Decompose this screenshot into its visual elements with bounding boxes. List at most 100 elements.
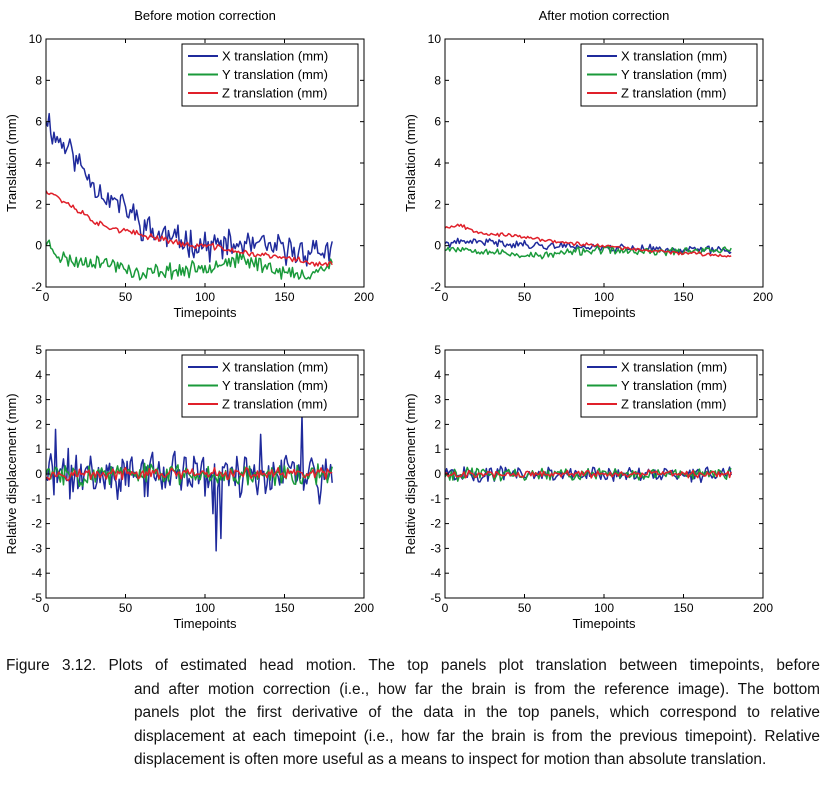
x-axis-label: Timepoints: [173, 616, 237, 631]
y-tick-label: -5: [430, 591, 441, 605]
y-tick-label: 4: [434, 368, 441, 382]
legend-label: Z translation (mm): [621, 397, 726, 412]
legend-label: X translation (mm): [621, 49, 727, 64]
y-tick-label: 8: [434, 73, 441, 87]
x-tick-label: 200: [354, 601, 374, 615]
chart-panel-4: 0 50 100 150 200 -5 -4 -3 -2 -1 0 1 2 3 4 5 Timepoints Re…: [403, 343, 773, 631]
y-tick-label: -5: [31, 591, 42, 605]
caption-line: and after motion correction (i.e., how f…: [134, 680, 820, 698]
x-tick-label: 100: [594, 290, 614, 304]
y-tick-label: 6: [35, 115, 42, 129]
legend-label: Z translation (mm): [222, 86, 327, 101]
y-axis-label: Translation (mm): [4, 114, 19, 212]
series-lines: [445, 465, 732, 484]
series-lines: [445, 223, 732, 260]
y-tick-label: 0: [434, 239, 441, 253]
y-tick-label: 3: [35, 393, 42, 407]
legend-label: Y translation (mm): [222, 67, 328, 82]
y-tick-label: 8: [35, 73, 42, 87]
y-tick-label: 2: [434, 197, 441, 211]
y-tick-label: 10: [29, 32, 43, 46]
x-tick-label: 100: [594, 601, 614, 615]
x-tick-label: 100: [195, 290, 215, 304]
legend-label: Z translation (mm): [222, 397, 327, 412]
series-lines: [46, 413, 333, 552]
y-tick-label: 10: [428, 32, 442, 46]
legend-label: Z translation (mm): [621, 86, 726, 101]
y-tick-label: -4: [430, 566, 441, 580]
series-line-z: [445, 223, 732, 258]
y-tick-label: -1: [31, 492, 42, 506]
legend-label: Y translation (mm): [621, 67, 727, 82]
x-tick-label: 150: [274, 601, 294, 615]
y-tick-label: -2: [31, 280, 42, 294]
chart-title: After motion correction: [539, 8, 670, 23]
series-line-z: [46, 190, 333, 267]
x-tick-label: 0: [442, 290, 449, 304]
y-tick-label: 3: [434, 393, 441, 407]
y-tick-label: 4: [434, 156, 441, 170]
y-tick-label: 6: [434, 115, 441, 129]
x-tick-label: 0: [43, 290, 50, 304]
y-tick-label: -2: [31, 517, 42, 531]
x-tick-label: 150: [673, 601, 693, 615]
x-tick-label: 50: [119, 290, 133, 304]
caption-line: displacement is often more useful as a m…: [134, 751, 767, 769]
x-tick-label: 0: [442, 601, 449, 615]
legend-label: X translation (mm): [222, 49, 328, 64]
x-tick-label: 0: [43, 601, 50, 615]
series-line-z: [445, 469, 732, 479]
legend: X translation (mm) Y translation (mm) Z tr…: [181, 354, 359, 418]
legend: X translation (mm) Y translation (mm) Z tr…: [580, 354, 758, 418]
legend: X translation (mm) Y translation (mm) Z tr…: [181, 43, 359, 107]
y-tick-label: 5: [35, 343, 42, 357]
y-tick-label: 2: [35, 197, 42, 211]
series-line-z: [46, 466, 333, 482]
y-tick-label: 0: [35, 239, 42, 253]
caption-line: panels plot the first derivative of the …: [134, 704, 820, 722]
series-line-y: [46, 239, 333, 281]
legend-label: X translation (mm): [222, 360, 328, 375]
y-tick-label: -1: [430, 492, 441, 506]
y-tick-label: 1: [35, 442, 42, 456]
x-tick-label: 200: [753, 601, 773, 615]
x-tick-label: 150: [274, 290, 294, 304]
y-tick-label: -2: [430, 280, 441, 294]
legend-label: Y translation (mm): [222, 378, 328, 393]
y-tick-label: -4: [31, 566, 42, 580]
series-line-x: [445, 237, 732, 255]
y-tick-label: -3: [31, 541, 42, 555]
chart-title: Before motion correction: [134, 8, 276, 23]
caption-line: Figure 3.12. Plots of estimated head mot…: [6, 657, 820, 674]
y-tick-label: 5: [434, 343, 441, 357]
y-tick-label: 2: [434, 417, 441, 431]
y-tick-label: 4: [35, 156, 42, 170]
y-axis-label: Translation (mm): [403, 114, 418, 212]
y-tick-label: -3: [430, 541, 441, 555]
y-axis-label: Relative displacement (mm): [4, 393, 19, 554]
x-tick-label: 100: [195, 601, 215, 615]
series-line-x: [46, 413, 333, 552]
series-lines: [46, 112, 333, 281]
y-tick-label: 4: [35, 368, 42, 382]
chart-panel-3: 0 50 100 150 200 -5 -4 -3 -2 -1 0 1 2 3 4 5 Timepoints Re…: [4, 343, 374, 631]
x-tick-label: 150: [673, 290, 693, 304]
x-axis-label: Timepoints: [572, 305, 636, 320]
caption-line: displacement at each timepoint (i.e., ho…: [134, 727, 820, 745]
x-tick-label: 200: [753, 290, 773, 304]
legend-box: [181, 43, 359, 107]
x-axis-label: Timepoints: [173, 305, 237, 320]
x-tick-label: 50: [518, 290, 532, 304]
x-axis-label: Timepoints: [572, 616, 636, 631]
legend: X translation (mm) Y translation (mm) Z tr…: [580, 43, 758, 107]
x-tick-label: 50: [518, 601, 532, 615]
y-tick-label: 0: [434, 467, 441, 481]
legend-label: Y translation (mm): [621, 378, 727, 393]
y-tick-label: 1: [434, 442, 441, 456]
y-tick-label: 0: [35, 467, 42, 481]
y-axis-label: Relative displacement (mm): [403, 393, 418, 554]
x-tick-label: 200: [354, 290, 374, 304]
